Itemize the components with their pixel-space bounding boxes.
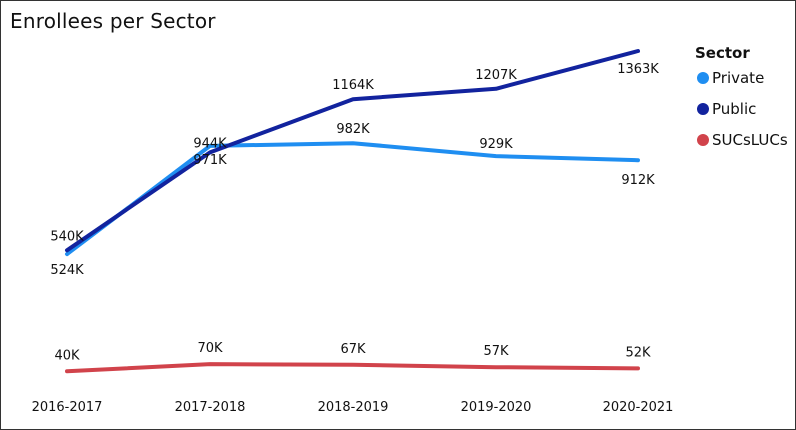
data-label-sucsluc: 57K [483, 344, 509, 359]
legend-item-public: Public [712, 100, 756, 118]
x-tick-label: 2019-2020 [461, 400, 532, 415]
data-label-public: 1164K [332, 78, 374, 93]
data-label-public: 1207K [475, 68, 517, 83]
legend-item-private: Private [712, 69, 764, 87]
x-tick-label: 2017-2018 [175, 400, 246, 415]
chart-title: Enrollees per Sector [10, 9, 216, 33]
data-label-private: 912K [621, 173, 655, 188]
series-line-public [65, 49, 640, 253]
data-label-sucsluc: 70K [197, 341, 223, 356]
data-label-public: 1363K [617, 62, 659, 77]
data-label-private: 971K [193, 153, 227, 168]
data-label-public: 540K [50, 229, 84, 244]
legend-marker-sucslucs [697, 134, 709, 146]
data-label-sucsluc: 52K [625, 345, 651, 360]
data-label-private: 982K [336, 122, 370, 137]
data-label-sucsluc: 40K [54, 348, 80, 363]
series-line-sucslucs [65, 362, 640, 374]
data-label-sucsluc: 67K [340, 342, 366, 357]
legend-item-sucslucs: SUCsLUCs [712, 131, 788, 149]
x-tick-label: 2016-2017 [32, 400, 103, 415]
series-line-private [65, 141, 640, 257]
data-label-public: 944K [193, 136, 227, 151]
x-tick-label: 2018-2019 [318, 400, 389, 415]
data-label-private: 524K [50, 263, 84, 278]
x-tick-label: 2020-2021 [603, 400, 674, 415]
legend-title: Sector [695, 44, 750, 62]
legend-marker-private [697, 72, 709, 84]
data-label-private: 929K [479, 137, 513, 152]
legend-marker-public [697, 103, 709, 115]
